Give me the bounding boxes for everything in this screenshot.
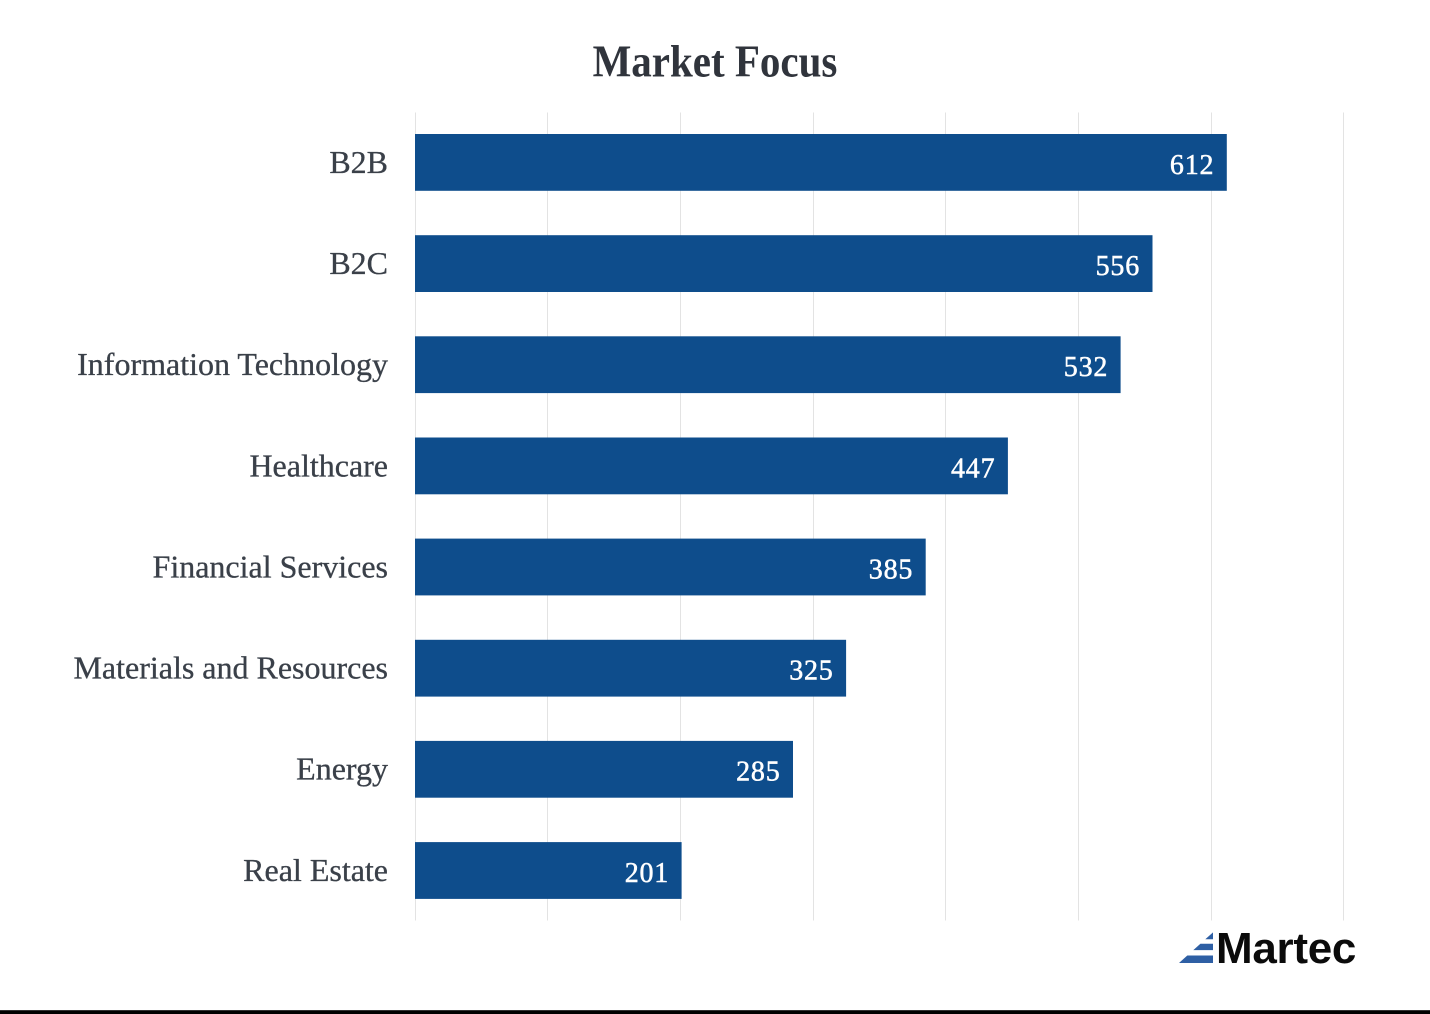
svg-text:Information Technology: Information Technology bbox=[77, 346, 388, 382]
svg-text:285: 285 bbox=[736, 757, 780, 788]
svg-text:Healthcare: Healthcare bbox=[249, 447, 388, 483]
svg-text:612: 612 bbox=[1170, 150, 1214, 181]
svg-text:556: 556 bbox=[1096, 251, 1140, 282]
svg-text:Energy: Energy bbox=[296, 751, 388, 787]
svg-text:B2B: B2B bbox=[329, 144, 388, 180]
svg-text:447: 447 bbox=[951, 453, 995, 484]
svg-text:532: 532 bbox=[1064, 352, 1108, 383]
svg-text:B2C: B2C bbox=[329, 245, 388, 281]
svg-text:201: 201 bbox=[625, 858, 669, 889]
svg-text:325: 325 bbox=[789, 656, 833, 687]
svg-text:Market Focus: Market Focus bbox=[593, 36, 838, 87]
svg-text:Materials and Resources: Materials and Resources bbox=[73, 650, 388, 686]
svg-text:Martec: Martec bbox=[1216, 924, 1356, 973]
svg-text:385: 385 bbox=[869, 554, 913, 585]
svg-text:Real Estate: Real Estate bbox=[243, 852, 388, 888]
svg-text:Financial Services: Financial Services bbox=[153, 548, 388, 584]
